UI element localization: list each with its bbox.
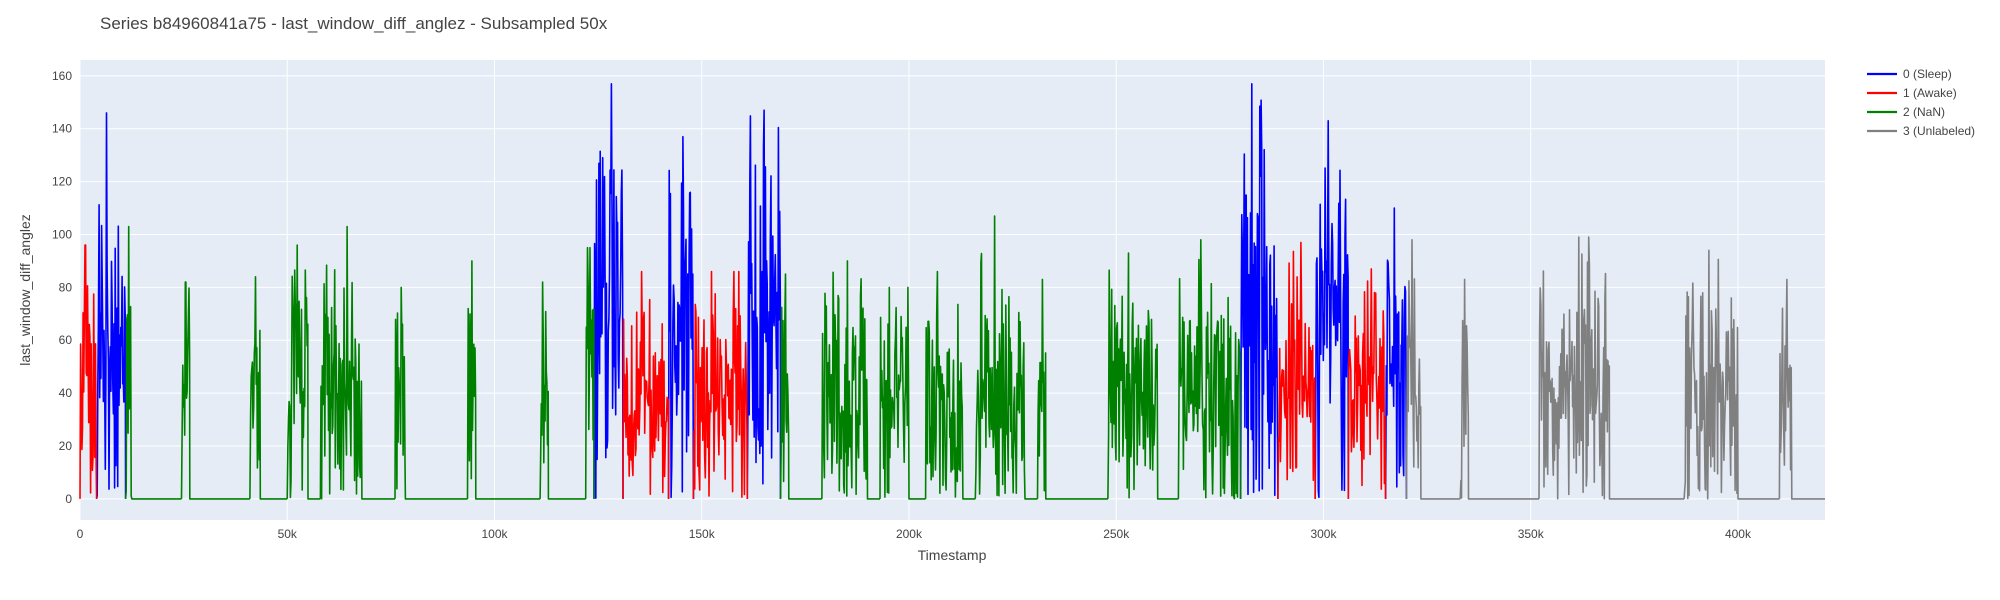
y-tick-label: 100 [52, 227, 72, 241]
series-line-segment [1459, 278, 1539, 500]
series-line-segment [667, 135, 695, 499]
legend-label: 2 (NaN) [1903, 105, 1945, 119]
series-line-segment [539, 281, 586, 500]
series-0 [95, 83, 1408, 500]
y-tick-label: 80 [59, 280, 73, 294]
x-tick-label: 100k [481, 527, 508, 541]
x-tick-label: 300k [1310, 527, 1337, 541]
series-line-segment [1405, 239, 1461, 500]
series-line-segment [584, 246, 595, 499]
series-line-segment [1347, 268, 1387, 499]
series-line-segment [879, 286, 926, 500]
series-line-segment [394, 286, 468, 500]
y-axis-title: last_window_diff_anglez [17, 214, 33, 366]
y-tick-label: 0 [65, 492, 72, 506]
legend-label: 3 (Unlabeled) [1903, 124, 1975, 138]
series-line-segment [1384, 207, 1408, 499]
series-line-segment [692, 270, 749, 499]
series-line-segment [622, 270, 670, 499]
series-2 [124, 215, 1242, 500]
y-tick-label: 40 [59, 386, 73, 400]
x-tick-label: 200k [896, 527, 923, 541]
series-line-segment [974, 215, 1038, 500]
series-line-segment [924, 270, 976, 500]
series-line-segment [1239, 83, 1279, 499]
series-line-segment [1683, 249, 1780, 500]
tick-labels: 0 20 40 60 80 100 120 140 160 0 50k 100k 150k 200k 250… [52, 69, 1752, 541]
legend-label: 0 (Sleep) [1903, 67, 1952, 81]
series-line-segment [249, 276, 288, 500]
series-line-segment [124, 225, 182, 500]
series-lines [79, 83, 1825, 500]
series-line-segment [779, 273, 822, 500]
x-tick-label: 350k [1518, 527, 1545, 541]
series-line-segment [1538, 236, 1685, 500]
series-line-segment [1107, 252, 1179, 500]
x-tick-label: 150k [689, 527, 716, 541]
series-line-segment [466, 260, 541, 500]
series-line-segment [1778, 278, 1825, 500]
chart-title: Series b84960841a75 - last_window_diff_a… [100, 14, 608, 33]
series-line-segment [821, 260, 880, 500]
series-line-segment [1277, 241, 1316, 499]
series-line-segment [319, 225, 395, 500]
series-line-segment [746, 109, 782, 499]
series-line-segment [95, 112, 127, 500]
legend: 0 (Sleep) 1 (Awake) 2 (NaN) 3 (Unlabeled) [1867, 67, 1975, 138]
x-tick-label: 400k [1725, 527, 1752, 541]
series-line-segment [1314, 120, 1350, 499]
x-tick-label: 50k [278, 527, 298, 541]
series-line-segment [286, 244, 321, 500]
x-tick-label: 250k [1103, 527, 1130, 541]
legend-label: 1 (Awake) [1903, 86, 1957, 100]
y-tick-label: 120 [52, 175, 72, 189]
series-line-segment [1036, 278, 1108, 500]
series-line-segment [79, 244, 98, 499]
series-line-segment [1177, 239, 1242, 500]
series-line-segment [180, 281, 250, 500]
x-tick-label: 0 [77, 527, 84, 541]
y-tick-label: 20 [59, 439, 73, 453]
x-axis-title: Timestamp [918, 547, 987, 563]
series-line-segment [593, 83, 624, 499]
y-tick-label: 160 [52, 69, 72, 83]
series-3 [1405, 236, 1825, 500]
y-tick-label: 60 [59, 333, 73, 347]
y-tick-label: 140 [52, 122, 72, 136]
series-1 [79, 241, 1387, 499]
